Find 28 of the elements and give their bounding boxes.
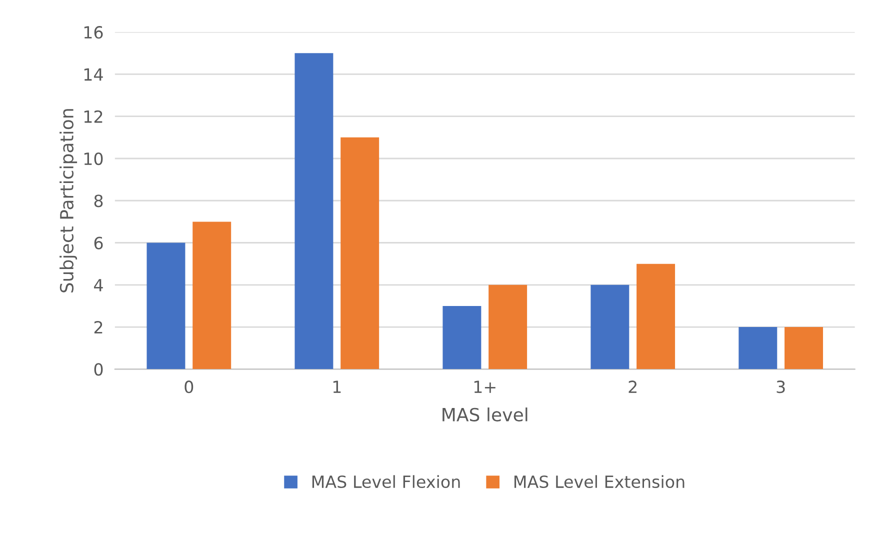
- x-axis-title: MAS level: [442, 408, 528, 422]
- x-tick-label: 0: [184, 380, 194, 394]
- bar: [784, 327, 824, 370]
- y-tick-label: 4: [94, 279, 103, 292]
- bar: [192, 222, 232, 370]
- legend-label: MAS Level Flexion: [312, 475, 460, 488]
- bar: [294, 53, 334, 370]
- y-axis-title: Subject Participation: [60, 109, 78, 292]
- y-tick-label: 2: [94, 320, 102, 334]
- y-tick-label: 0: [94, 363, 103, 376]
- legend-label: MAS Level Extension: [514, 475, 684, 488]
- bar: [590, 284, 630, 370]
- x-tick-label: 1: [333, 380, 341, 393]
- y-tick-label: 6: [94, 236, 103, 250]
- y-tick-label: 16: [84, 26, 103, 39]
- x-tick-label: 2: [628, 380, 636, 393]
- x-tick-label: 1+: [474, 380, 496, 393]
- y-tick-label: 10: [84, 152, 103, 166]
- bar: [340, 137, 380, 370]
- bar: [442, 306, 482, 370]
- x-tick-label: 3: [776, 380, 785, 394]
- y-tick-label: 14: [84, 68, 103, 81]
- bar: [636, 264, 676, 370]
- y-tick-label: 8: [94, 194, 103, 208]
- bar: [488, 284, 528, 370]
- bar: [146, 242, 186, 370]
- y-tick-label: 12: [84, 110, 102, 123]
- bar: [738, 327, 778, 370]
